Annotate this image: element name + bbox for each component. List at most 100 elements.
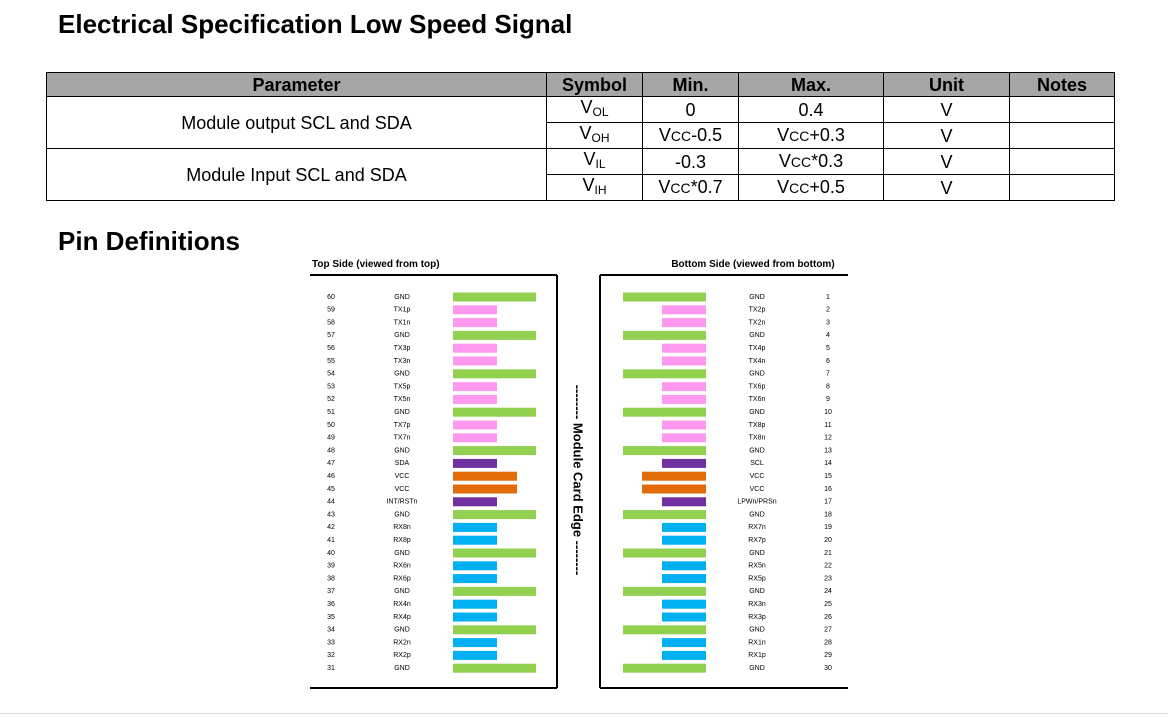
pin-bar [453,612,497,622]
cell: V [883,148,1010,175]
pin-bar [623,663,706,673]
text: V [579,123,592,143]
pin-bar [623,510,706,520]
row: VIH VCC*0.7 VCC+0.5 V [47,174,1115,201]
pin-bar [453,561,497,571]
pin-number: 39 [327,563,335,570]
cell: VIL [546,148,643,175]
text: *0.3 [811,151,844,171]
pin-name: TX2p [749,307,766,314]
pin-number: 20 [824,537,832,544]
pin-number: 13 [824,447,832,454]
text: V [777,125,790,145]
pin-name: SDA [395,460,410,467]
pin-number: 55 [327,358,335,365]
pin-bar [662,394,706,404]
pin-name: TX3p [394,345,411,352]
pin-bar [453,433,497,443]
text: V [658,177,671,197]
pin-number: 32 [327,652,335,659]
edge-label: -------- Module Card Edge -------- [571,385,586,576]
pin-number: 57 [327,332,335,339]
text: -0.5 [691,125,723,145]
pin-name: RX8n [393,524,411,531]
cell [1009,174,1115,201]
small-caps: CC [790,154,812,170]
pin-name: INT/RSTn [386,499,417,506]
pin-bar [662,574,706,584]
pin-number: 50 [327,422,335,429]
pin-bar [453,382,497,392]
pin-bar [662,599,706,609]
pin-number: 3 [826,319,830,326]
pin-number: 58 [327,319,335,326]
pin-name: VCC [750,486,765,493]
pin-name: GND [749,665,765,672]
pin-bar [642,484,706,494]
pin-name: RX7n [748,524,766,531]
footer-line [0,713,1168,714]
pin-number: 48 [327,447,335,454]
pin-number: 16 [824,486,832,493]
pin-name: GND [394,550,410,557]
cell: VCC*0.7 [642,174,739,201]
pin-name: GND [749,511,765,518]
pin-bar [453,650,497,660]
pin-bar [662,522,706,532]
pin-bar [453,471,517,481]
pin-name: GND [394,409,410,416]
small-caps: CC [789,180,810,196]
pin-name: RX2p [393,652,411,659]
pin-bar [453,586,536,596]
pin-number: 15 [824,473,832,480]
pin-name: RX8p [393,537,411,544]
pin-name: TX1p [394,307,411,314]
top-side-title: Top Side (viewed from top) [312,259,440,270]
small-caps: CC [670,180,691,196]
pin-name: GND [394,294,410,301]
pin-number: 1 [826,294,830,301]
subscript: OL [592,105,609,119]
pin-bar [662,305,706,315]
pin-number: 2 [826,307,830,314]
pin-bar [453,510,536,520]
pin-name: GND [749,550,765,557]
pin-number: 33 [327,639,335,646]
text: V [580,97,593,117]
text: V [658,125,671,145]
cell: 0.4 [738,96,884,123]
small-caps: CC [789,128,810,144]
cell: -0.3 [642,148,739,175]
cell [1009,122,1115,149]
subscript: IH [594,183,607,197]
bottom-side-title: Bottom Side (viewed from bottom) [671,259,834,270]
column-header: Unit [883,72,1010,97]
pin-name: RX4n [393,601,411,608]
pin-bar [453,625,536,635]
pin-bar [453,292,536,302]
pin-bar [453,407,536,417]
pin-name: RX6p [393,575,411,582]
row: Module Input SCL and SDA VIL -0.3 VCC*0.3 V [46,148,1115,201]
pin-bar [642,471,706,481]
pin-bar [453,497,497,507]
pin-bar [623,548,706,558]
pin-number: 11 [824,422,831,429]
pin-number: 45 [327,486,335,493]
pin-name: RX5p [748,575,766,582]
cell: VCC*0.3 [738,148,884,175]
pin-name: RX2n [393,639,411,646]
pin-bar [662,433,706,443]
pin-name: GND [749,371,765,378]
pin-name: GND [749,332,765,339]
text: V [778,151,791,171]
pin-name: GND [394,665,410,672]
pin-number: 24 [824,588,832,595]
pin-bar [453,638,497,648]
pin-name: GND [749,447,765,454]
column-header: Parameter [46,72,547,97]
pin-bar [453,318,497,328]
row: VOH VCC-0.5 VCC+0.3 V [47,122,1115,149]
text: V [582,175,595,195]
pin-name: VCC [395,473,410,480]
